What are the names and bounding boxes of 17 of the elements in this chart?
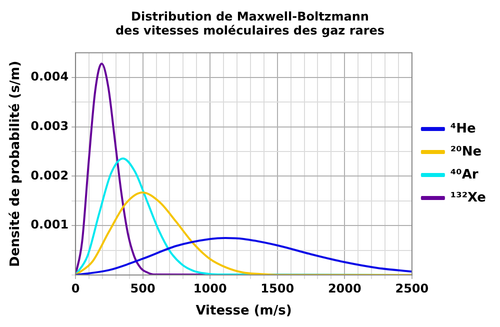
x-axis-title: Vitesse (m/s) xyxy=(196,304,292,319)
x-tick-label: 1000 xyxy=(193,281,227,296)
y-axis-title: Densité de probabilité (s/m) xyxy=(8,60,24,267)
legend-label: ¹³²Xe xyxy=(450,190,486,206)
legend-label: ²⁰Ne xyxy=(450,144,482,160)
x-tick-label: 2000 xyxy=(328,281,362,296)
y-tick-label: 0.002 xyxy=(30,168,69,182)
y-tick-label: 0.001 xyxy=(30,218,69,232)
x-tick-label: 2500 xyxy=(395,281,429,296)
chart-title: Distribution de Maxwell-Boltzmann des vitesses moléculaires des gaz rares xyxy=(115,9,385,38)
x-tick-label: 0 xyxy=(71,281,80,296)
legend-label: ⁴⁰Ar xyxy=(450,167,479,182)
x-tick-label: 1500 xyxy=(260,281,294,296)
x-tick-label: 500 xyxy=(130,281,156,296)
y-tick-label: 0.003 xyxy=(30,118,69,133)
y-tick-label: 0.004 xyxy=(30,70,69,84)
legend-label: ⁴He xyxy=(450,121,476,136)
